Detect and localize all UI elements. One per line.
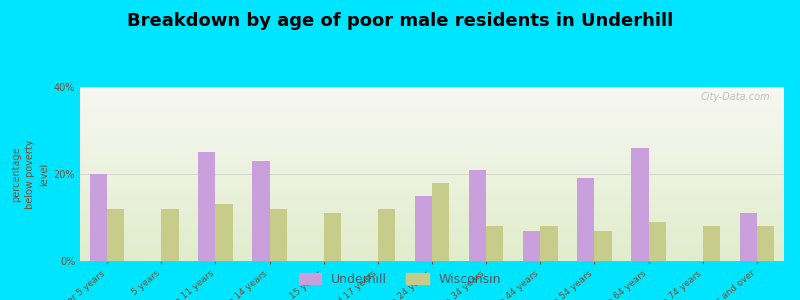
Bar xyxy=(252,161,270,261)
Legend: Underhill, Wisconsin: Underhill, Wisconsin xyxy=(294,268,506,291)
Bar xyxy=(107,209,125,261)
Bar xyxy=(757,226,774,261)
Bar xyxy=(432,183,450,261)
Bar xyxy=(702,226,720,261)
Bar xyxy=(90,174,107,261)
Bar xyxy=(324,213,341,261)
Text: City-Data.com: City-Data.com xyxy=(700,92,770,102)
Bar xyxy=(594,230,612,261)
Bar xyxy=(270,209,287,261)
Bar xyxy=(215,205,233,261)
Y-axis label: percentage
below poverty
level: percentage below poverty level xyxy=(11,139,50,209)
Bar xyxy=(378,209,395,261)
Bar xyxy=(486,226,503,261)
Bar xyxy=(523,230,540,261)
Text: Breakdown by age of poor male residents in Underhill: Breakdown by age of poor male residents … xyxy=(127,12,673,30)
Bar xyxy=(162,209,178,261)
Bar xyxy=(469,169,486,261)
Bar xyxy=(540,226,558,261)
Bar xyxy=(414,196,432,261)
Bar xyxy=(739,213,757,261)
Bar xyxy=(577,178,594,261)
Bar xyxy=(198,152,215,261)
Bar xyxy=(649,222,666,261)
Bar xyxy=(631,148,649,261)
